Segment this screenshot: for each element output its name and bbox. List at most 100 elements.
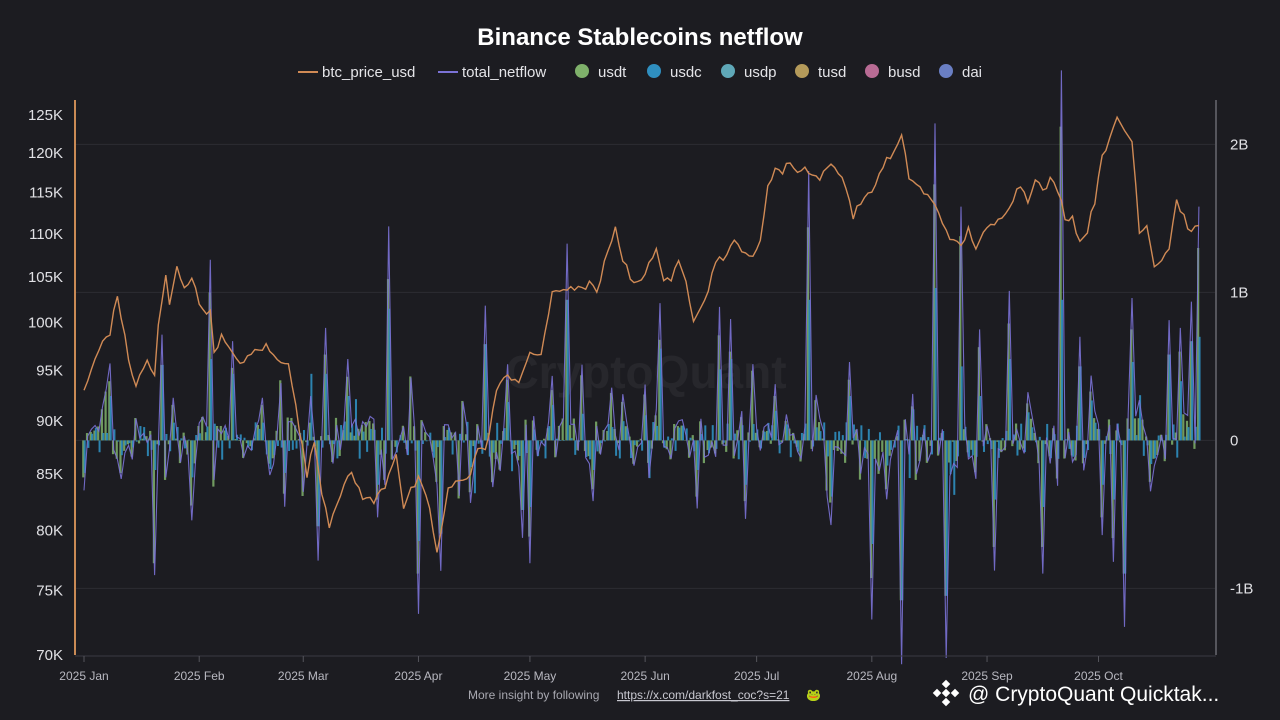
legend-item-usdp: usdp (721, 64, 777, 81)
left-tick-label: 110K (29, 226, 63, 243)
usdc-bar (154, 440, 157, 470)
usdc-bar (529, 440, 532, 507)
usdt-bar (123, 440, 126, 451)
usdc-bar (1176, 440, 1179, 458)
usdt-bar (186, 440, 189, 455)
usdt-bar (1152, 440, 1155, 459)
usdt-bar (621, 401, 624, 441)
usdt-bar (888, 440, 891, 456)
usdt-bar (100, 409, 103, 441)
usdt-bar (424, 432, 427, 441)
usdc-bar (403, 440, 406, 443)
usdt-bar (632, 440, 635, 464)
usdc-bar (986, 440, 989, 445)
usdc-bar (1079, 366, 1082, 441)
usdt-bar (832, 440, 836, 451)
usdc-bar (949, 440, 952, 475)
usdt-bar (297, 439, 300, 441)
usdc-bar (994, 440, 997, 500)
usdt-bar (609, 393, 613, 441)
usdt-bar (948, 440, 951, 463)
legend-label-btc_price_usd: btc_price_usd (322, 64, 415, 81)
usdt-bar (383, 440, 386, 480)
x-tick-label: 2025 Aug (846, 669, 897, 683)
usdc-bar (979, 396, 982, 441)
usdc-bar (767, 422, 770, 441)
usdt-bar (108, 381, 111, 441)
usdc-bar (1116, 423, 1119, 441)
usdt-bar (572, 418, 575, 441)
usdt-bar (368, 421, 371, 441)
usdc-bar (789, 440, 792, 458)
usdc-bar (1120, 440, 1123, 446)
x-tick-label: 2025 Oct (1074, 669, 1123, 683)
usdt-bar (416, 440, 419, 574)
usdt-bar (1074, 440, 1077, 461)
usdt-bar (294, 425, 297, 441)
usdt-bar (881, 440, 884, 452)
usdt-bar (1063, 440, 1066, 459)
usdt-bar (706, 440, 709, 451)
usdc-bar (1031, 427, 1034, 441)
usdt-bar (751, 370, 754, 441)
legend-label-total_netflow: total_netflow (462, 64, 546, 81)
x-tick-label: 2025 May (504, 669, 557, 683)
usdt-bar (896, 436, 899, 441)
usdt-bar (654, 415, 657, 441)
usdc-bar (912, 409, 915, 441)
usdc-bar (347, 396, 350, 441)
usdt-bar (1100, 440, 1103, 518)
usdt-bar (308, 422, 312, 441)
usdt-bar (405, 440, 408, 449)
usdc-bar (704, 425, 707, 441)
usdc-bar (217, 440, 220, 448)
usdc-bar (117, 440, 120, 442)
usdt-bar (910, 406, 914, 441)
usdt-bar (606, 430, 609, 441)
usdt-bar (561, 418, 564, 441)
usdc-bar (938, 437, 941, 441)
usdc-bar (1194, 426, 1197, 441)
usdc-bar (778, 440, 781, 454)
usdt-bar (141, 438, 144, 441)
usdt-bar (1096, 428, 1099, 441)
footer-link[interactable]: https://x.com/darkfost_coc?s=21 (617, 688, 790, 702)
usdt-bar (773, 396, 776, 441)
usdc-bar (1131, 361, 1134, 441)
usdc-bar (559, 440, 562, 442)
x-tick-label: 2025 Jul (734, 669, 779, 683)
usdc-bar (451, 440, 454, 455)
usdt-bar (1182, 414, 1185, 441)
usdt-bar (245, 440, 248, 444)
usdc-bar (124, 440, 127, 446)
legend: btc_price_usd total_netflow usdt usdc usdp tu… (298, 64, 982, 81)
usdt-bar (409, 376, 412, 441)
usdc-bar (1016, 440, 1019, 456)
usdt-bar (1011, 440, 1014, 447)
usdt-bar (818, 422, 821, 441)
usdc-bar (648, 440, 651, 479)
usdc-bar (503, 428, 506, 441)
usdc-bar (852, 424, 855, 441)
usdt-bar (1040, 440, 1044, 547)
usdt-bar (728, 351, 732, 441)
usdc-bar (258, 428, 261, 441)
usdt-bar (1026, 403, 1029, 441)
usdt-bar (550, 390, 553, 441)
usdt-bar (1003, 440, 1007, 451)
usdt-bar (977, 347, 980, 441)
usdc-bar (280, 440, 283, 448)
usdt-bar (193, 440, 196, 464)
usdt-bar (587, 440, 590, 457)
usdc-bar (849, 396, 852, 441)
usdt-bar (580, 375, 583, 441)
usdt-bar (836, 440, 839, 451)
usdc-bar (1001, 438, 1004, 441)
usdt-bar (739, 417, 743, 441)
usdt-bar (290, 417, 293, 441)
usdt-bar (152, 440, 156, 564)
usdt-bar (855, 429, 858, 441)
usdt-bar (438, 440, 442, 534)
usdt-bar (1037, 440, 1040, 464)
usdt-dot-icon (575, 64, 589, 78)
